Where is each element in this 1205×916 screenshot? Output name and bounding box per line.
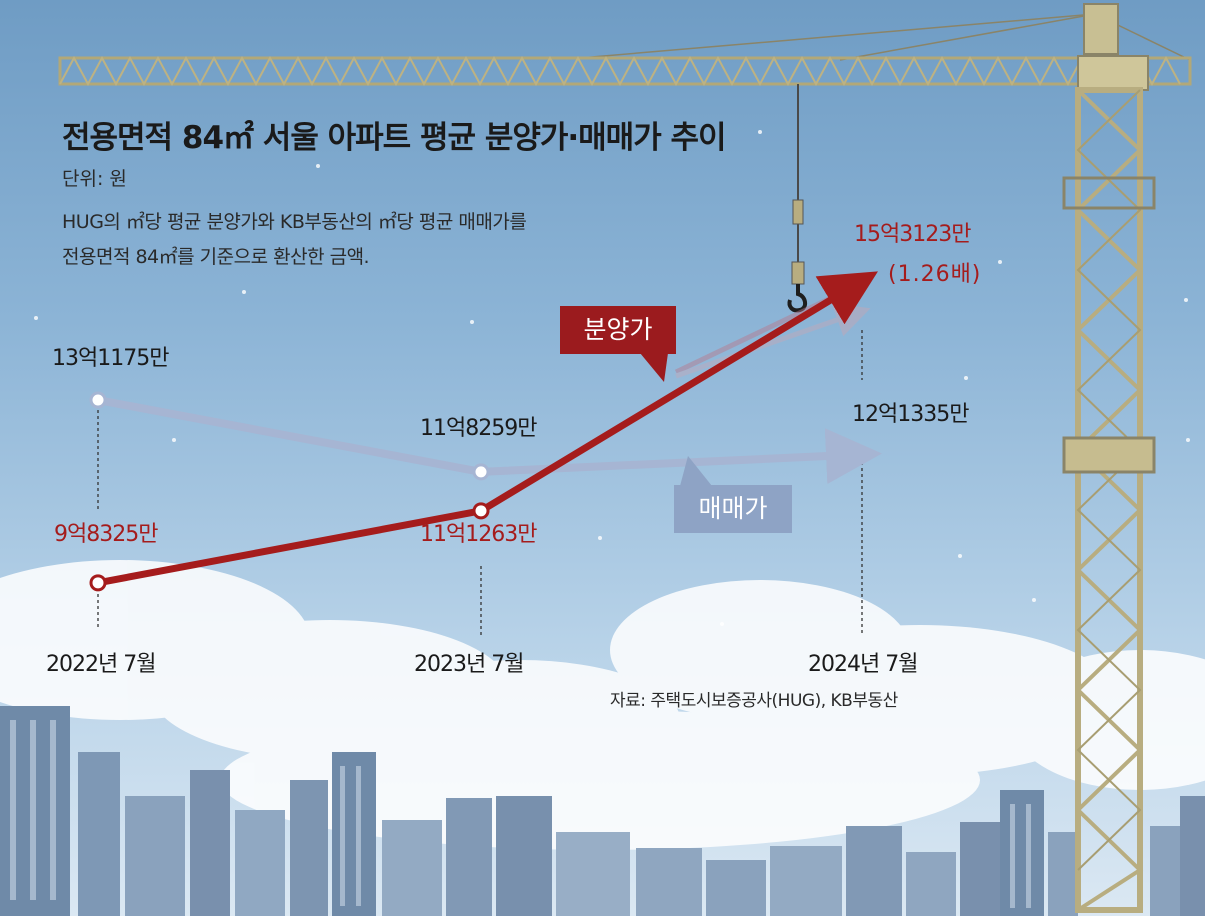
data-label-presale-2023: 11억1263만 (420, 522, 537, 547)
unit-label: 단위: 원 (62, 168, 127, 190)
city-skyline (0, 706, 1205, 916)
data-point-resale-2023 (472, 463, 490, 481)
tower-crane (58, 3, 1192, 913)
ratio-annotation: (1.26배) (888, 262, 982, 287)
x-tick-2024: 2024년 7월 (808, 652, 918, 677)
series-tag-resale: 매매가 (674, 485, 792, 533)
data-label-resale-2024: 12억1335만 (852, 402, 969, 427)
data-label-resale-2023: 11억8259만 (420, 416, 537, 441)
x-tick-2023: 2023년 7월 (414, 652, 524, 677)
chart-title: 전용면적 84㎡ 서울 아파트 평균 분양가·매매가 추이 (62, 120, 727, 156)
chart-note-line-1: HUG의 ㎡당 평균 분양가와 KB부동산의 ㎡당 평균 매매가를 (62, 211, 527, 233)
data-label-resale-2022: 13억1175만 (52, 346, 169, 371)
data-label-presale-2022: 9억8325만 (54, 522, 158, 547)
plot-area (89, 271, 882, 592)
presale-tag-pointer (640, 353, 668, 382)
chart-note-line-2: 전용면적 84㎡를 기준으로 환산한 금액. (62, 246, 370, 268)
sparkles (34, 130, 1190, 626)
x-tick-2022: 2022년 7월 (46, 652, 156, 677)
data-point-presale-2023 (472, 502, 490, 520)
data-point-presale-2022 (89, 574, 107, 592)
data-label-presale-2024: 15억3123만 (854, 222, 971, 247)
series-tag-presale: 분양가 (560, 306, 676, 354)
clouds (0, 560, 1205, 850)
source-note: 자료: 주택도시보증공사(HUG), KB부동산 (610, 691, 898, 711)
data-point-resale-2022 (89, 391, 107, 409)
resale-tag-pointer (680, 456, 712, 486)
